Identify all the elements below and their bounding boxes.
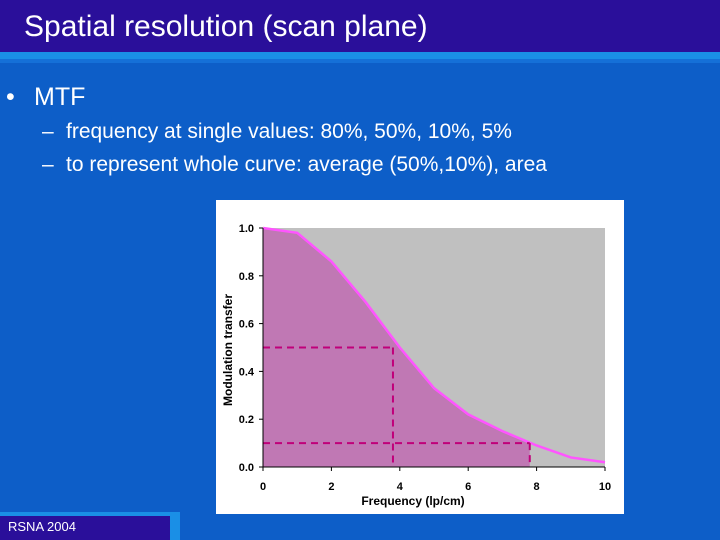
y-tick-label: 0.6 xyxy=(239,319,254,331)
x-tick-label: 4 xyxy=(397,481,404,493)
mtf-chart: 0 2 4 6 8 10 0.0 0.2 0.4 0.6 0.8 1.0 Frequency (lp/… xyxy=(221,223,611,508)
y-axis-label: Modulation transfer xyxy=(221,294,235,406)
title-stripe xyxy=(0,52,720,59)
title-stripe-lower xyxy=(0,59,720,63)
mtf-curve xyxy=(262,226,606,464)
subbullet-dash-2: – xyxy=(42,153,54,176)
subbullet-1: frequency at single values: 80%, 50%, 10… xyxy=(66,120,512,143)
footer-label: RSNA 2004 xyxy=(8,519,76,534)
y-tick-label: 1.0 xyxy=(239,223,254,235)
x-tick-label: 6 xyxy=(465,481,471,493)
title-bar xyxy=(0,0,720,52)
shaded-area xyxy=(263,228,530,467)
subbullet-2: to represent whole curve: average (50%,1… xyxy=(66,153,547,176)
y-tick-label: 0.4 xyxy=(239,366,255,378)
chart-container: 0 2 4 6 8 10 0.0 0.2 0.4 0.6 0.8 1.0 Frequency (lp/… xyxy=(216,200,624,514)
x-tick-label: 0 xyxy=(260,481,266,493)
y-tick-label: 0.0 xyxy=(239,462,254,474)
x-tick-label: 2 xyxy=(328,481,334,493)
x-axis-label: Frequency (lp/cm) xyxy=(361,494,464,508)
y-tick-label: 0.8 xyxy=(239,271,254,283)
bullet-marker: • xyxy=(6,83,15,111)
x-tick-label: 10 xyxy=(599,481,611,493)
y-tick-label: 0.2 xyxy=(239,414,254,426)
subbullet-dash-1: – xyxy=(42,120,54,143)
slide-title: Spatial resolution (scan plane) xyxy=(24,10,428,43)
bullet-text: MTF xyxy=(34,83,86,111)
x-tick-label: 8 xyxy=(534,481,540,493)
footer-bar xyxy=(0,516,170,540)
